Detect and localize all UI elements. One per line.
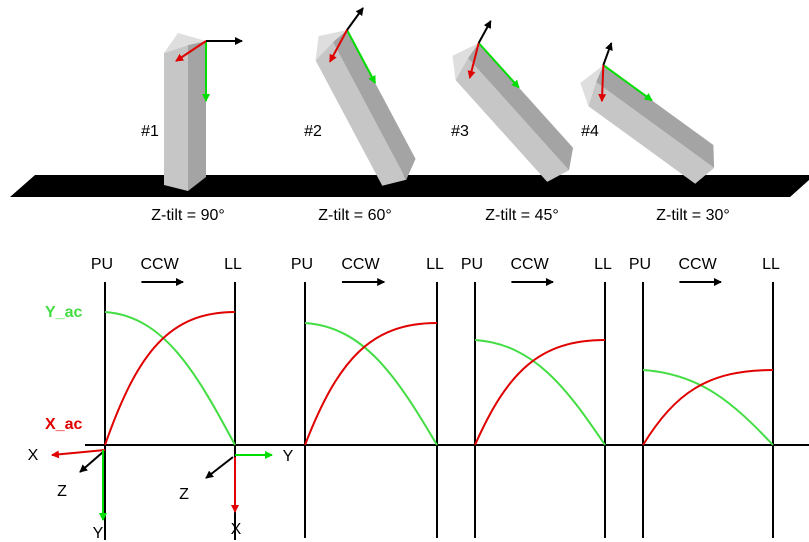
panel-start: PU: [91, 256, 113, 273]
tilt-label: Z-tilt = 60°: [318, 207, 392, 224]
frame-y: Y: [283, 448, 294, 465]
panel-end: LL: [426, 256, 444, 273]
panel-end: LL: [762, 256, 780, 273]
block-number: #2: [304, 123, 322, 140]
frame-y: Y: [93, 525, 104, 542]
panel-direction: CCW: [510, 256, 549, 273]
arrow: [347, 8, 363, 30]
panel-end: LL: [224, 256, 242, 273]
arrow: [603, 43, 611, 65]
block-number: #1: [141, 123, 159, 140]
block-number: #3: [451, 123, 469, 140]
frame-z: Z: [179, 486, 189, 503]
x-curve: [475, 340, 605, 445]
frame-x: X: [231, 521, 242, 538]
panel-start: PU: [629, 256, 651, 273]
panel-end: LL: [594, 256, 612, 273]
diagram: #1 Z-tilt = 90° #2 Z-tilt = 60° #3 Z-tilt = 4…: [0, 0, 809, 542]
block-side: [188, 41, 206, 191]
tilt-label: Z-tilt = 45°: [485, 207, 559, 224]
block-number: #4: [581, 123, 599, 140]
y-curve-label: Y_ac: [45, 304, 82, 321]
arrow: [52, 450, 105, 455]
page: {"blocks": [ {"number": "#1", "tilt": "Z…: [0, 0, 809, 542]
panel-start: PU: [291, 256, 313, 273]
arrow: [479, 21, 491, 43]
x-curve: [305, 323, 437, 445]
x-curve: [105, 312, 235, 445]
arrow: [206, 457, 233, 478]
panel-start: PU: [461, 256, 483, 273]
x-curve-label: X_ac: [45, 416, 82, 433]
panel-direction: CCW: [341, 256, 380, 273]
panel-direction: CCW: [678, 256, 717, 273]
panel-direction: CCW: [140, 256, 179, 273]
block-face: [456, 58, 570, 182]
tilt-label: Z-tilt = 90°: [151, 207, 225, 224]
arrow: [80, 452, 103, 472]
tilt-label: Z-tilt = 30°: [656, 207, 730, 224]
frame-x: X: [28, 447, 39, 464]
x-curve: [643, 370, 773, 445]
frame-z: Z: [57, 483, 67, 500]
block-face: [164, 45, 188, 191]
